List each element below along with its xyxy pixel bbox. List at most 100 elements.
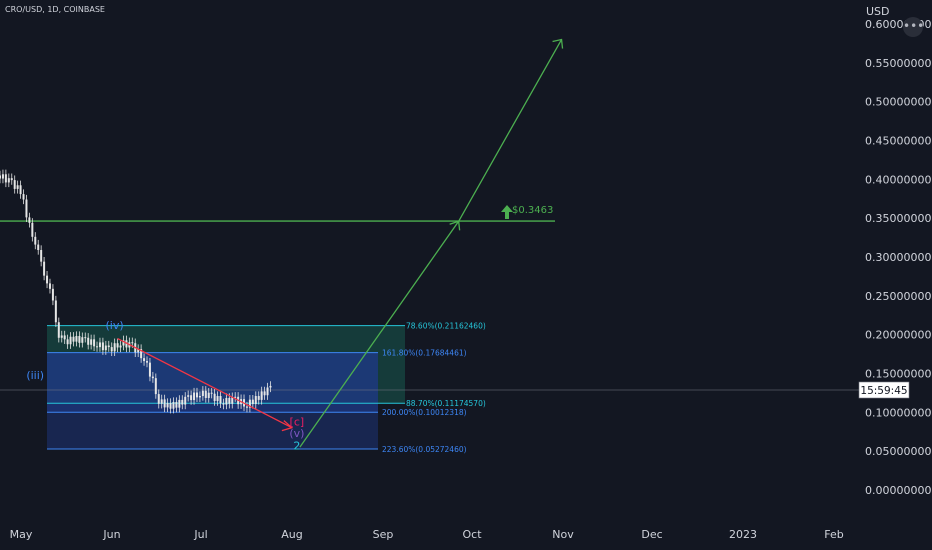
candle-body	[190, 395, 193, 401]
wave-label: 2	[293, 440, 300, 453]
candle-body	[69, 336, 72, 345]
candle-body	[169, 403, 172, 409]
time-tick-label: Jun	[102, 528, 120, 541]
candle-body	[251, 399, 254, 405]
candle-body	[46, 275, 49, 284]
candle-body	[269, 385, 272, 388]
candle-body	[0, 175, 1, 179]
candle-body	[116, 343, 119, 348]
candle-body	[107, 345, 110, 348]
price-tick-label: 0.20000000	[865, 329, 931, 342]
candle-body	[248, 399, 251, 408]
candle-body	[96, 346, 99, 348]
price-tick-label: 0.05000000	[865, 445, 931, 458]
candle-body	[10, 178, 13, 181]
candle-body	[104, 345, 107, 351]
candle-body	[119, 345, 122, 348]
candle-body	[257, 396, 260, 400]
candle-body	[57, 322, 60, 338]
candle-body	[28, 217, 31, 223]
candle-body	[1, 174, 4, 179]
time-tick-label: Oct	[462, 528, 482, 541]
candle-body	[231, 397, 234, 404]
price-tick-label: 0.00000000	[865, 484, 931, 497]
price-tick-label: 0.10000000	[865, 406, 931, 419]
candle-body	[75, 336, 78, 342]
candle-body	[37, 244, 40, 251]
candle-body	[193, 392, 196, 401]
candle-body	[51, 288, 54, 301]
candle-body	[78, 336, 81, 343]
candle-body	[148, 362, 151, 377]
candle-body	[228, 397, 231, 404]
candle-body	[90, 339, 93, 345]
time-tick-label: May	[10, 528, 33, 541]
time-tick-label: 2023	[729, 528, 757, 541]
candle-body	[245, 406, 248, 408]
candle-body	[143, 358, 146, 362]
wave-label: [c]	[290, 416, 305, 429]
more-options-icon[interactable]: •••	[903, 17, 924, 37]
target-price-label: $0.3463	[512, 205, 553, 216]
candle-body	[7, 178, 10, 183]
time-tick-label: Sep	[373, 528, 394, 541]
projection-arrowhead-mid	[449, 220, 461, 231]
candle-body	[60, 335, 63, 338]
price-tick-label: 0.50000000	[865, 96, 931, 109]
countdown-box	[858, 381, 910, 399]
decline-arrowhead	[281, 420, 294, 432]
candle-body	[219, 396, 222, 404]
candle-body	[66, 339, 69, 345]
candle-body	[54, 300, 57, 323]
candle-body	[81, 337, 84, 343]
wave-label: (v)	[289, 427, 304, 440]
candle-body	[25, 199, 28, 218]
candle-body	[178, 399, 181, 408]
candle-body	[225, 397, 228, 405]
candle-body	[157, 394, 160, 404]
candle-body	[222, 403, 225, 405]
candle-body	[22, 194, 25, 200]
candle-body	[260, 391, 263, 400]
candle-body	[154, 378, 157, 395]
candle-body	[13, 180, 16, 189]
currency-label: USD	[866, 5, 890, 18]
fib-level-label: 223.60%(0.05272460)	[382, 445, 467, 454]
candle-body	[216, 396, 219, 402]
candle-body	[19, 185, 22, 195]
candle-body	[93, 339, 96, 347]
time-tick-label: Nov	[552, 528, 574, 541]
candle-body	[101, 342, 104, 351]
price-tick-label: 0.15000000	[865, 367, 931, 380]
candle-body	[110, 347, 113, 352]
candle-body	[184, 396, 187, 405]
candle-body	[160, 399, 163, 404]
price-tick-label: 0.25000000	[865, 290, 931, 303]
candle-body	[137, 349, 140, 353]
fib-level-label: 161.80%(0.17684461)	[382, 349, 467, 358]
price-tick-label: 0.35000000	[865, 212, 931, 225]
candle-body	[204, 390, 207, 398]
candle-body	[140, 349, 143, 359]
fib-level-label: 88.70%(0.11174570)	[406, 399, 486, 408]
wave-label: (iii)	[26, 369, 44, 382]
fib-zone-blue	[47, 352, 378, 413]
candle-body	[166, 403, 169, 408]
price-tick-label: 0.40000000	[865, 173, 931, 186]
candle-body	[40, 250, 43, 262]
candle-body	[207, 392, 210, 398]
candle-body	[131, 342, 134, 344]
candle-body	[34, 236, 37, 245]
candle-body	[198, 396, 201, 398]
time-tick-label: Aug	[281, 528, 302, 541]
time-tick-label: Jul	[193, 528, 207, 541]
candle-body	[72, 336, 75, 342]
candle-body	[63, 335, 66, 340]
candle-body	[263, 391, 266, 396]
candle-body	[187, 395, 190, 397]
time-tick-label: Feb	[824, 528, 843, 541]
fib-level-label: 200.00%(0.10012318)	[382, 408, 467, 417]
